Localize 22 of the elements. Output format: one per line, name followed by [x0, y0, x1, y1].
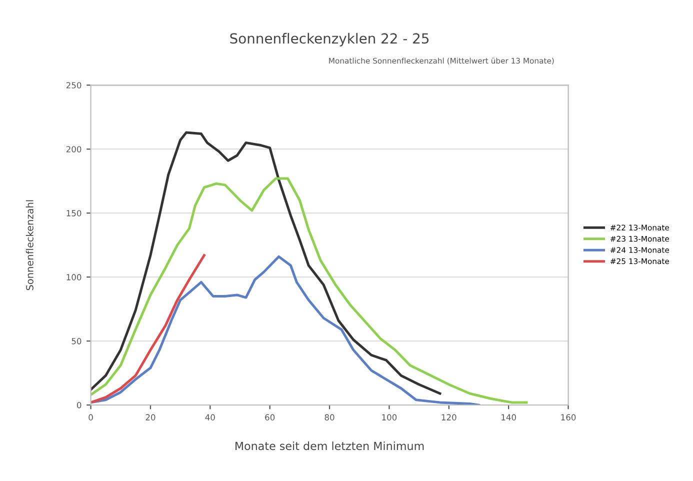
- x-tick-label: 0: [88, 414, 93, 420]
- y-axis-title: Sonnenfleckenzahl: [26, 200, 34, 290]
- x-tick-label: 40: [205, 414, 215, 420]
- y-tick-label: 250: [66, 82, 82, 88]
- line-series: [90, 254, 206, 404]
- x-axis-title: Monate seit dem letzten Minimum: [236, 442, 424, 450]
- line-series: [90, 255, 480, 405]
- x-tick-label: 160: [561, 414, 576, 420]
- x-tick-label: 80: [324, 414, 334, 420]
- line-series: [90, 177, 528, 404]
- y-tick-label: 0: [77, 402, 82, 408]
- line-series: [90, 131, 442, 395]
- x-tick-label: 120: [442, 414, 456, 420]
- x-tick-label: 20: [146, 414, 156, 420]
- x-tick-label: 140: [502, 414, 516, 420]
- x-tick-label: 60: [265, 414, 275, 420]
- y-tick-label: 200: [66, 146, 82, 152]
- y-tick-label: 150: [66, 210, 82, 216]
- chart-title: Sonnenfleckenzyklen 22 - 25: [230, 32, 429, 46]
- x-tick-label: 100: [382, 414, 397, 420]
- y-tick-label: 50: [72, 338, 82, 344]
- y-tick-label: 100: [66, 274, 82, 280]
